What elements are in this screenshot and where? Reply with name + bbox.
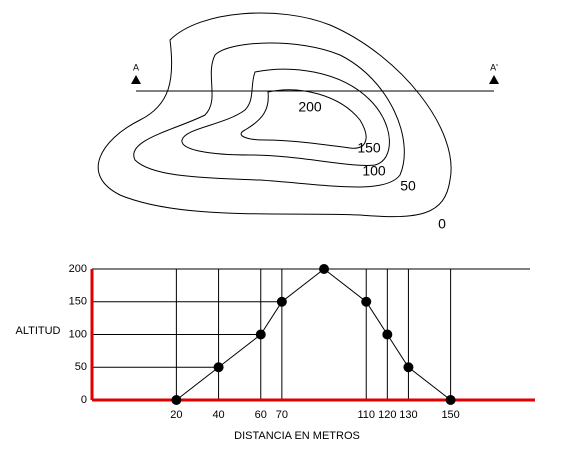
profile-point (255, 329, 266, 340)
y-axis-label: ALTITUD (15, 325, 60, 337)
contour-label: 100 (362, 163, 386, 179)
profile-point (171, 395, 182, 405)
profile-point (276, 296, 287, 307)
y-tick-label: 50 (75, 361, 87, 373)
section-start-label: A (133, 62, 139, 72)
x-tick-label: 120 (378, 409, 396, 421)
x-tick-label: 60 (255, 409, 267, 421)
x-tick-label: 150 (441, 409, 459, 421)
section-end-label: A' (490, 62, 498, 72)
contour-0 (97, 12, 452, 218)
y-tick-label: 0 (81, 394, 87, 406)
x-tick-label: 70 (276, 409, 288, 421)
y-tick-label: 100 (69, 328, 87, 340)
contour-label: 50 (400, 178, 416, 194)
profile-point (382, 329, 393, 340)
profile-point (361, 296, 372, 307)
x-tick-label: 130 (399, 409, 417, 421)
contour-map: A A' 200 150 100 50 0 (97, 12, 499, 232)
section-marker (131, 75, 141, 84)
profile-chart: ALTITUD DISTANCIA EN METROS 0 50 100 150 200… (15, 263, 535, 442)
profile-point (445, 395, 456, 405)
contour-label: 150 (357, 140, 381, 156)
x-tick-label: 40 (212, 409, 224, 421)
contour-label: 0 (438, 216, 446, 232)
profile-point (403, 362, 414, 373)
profile-point (319, 264, 330, 274)
contour-100 (181, 68, 390, 166)
contour-50 (133, 42, 405, 188)
y-tick-label: 200 (69, 263, 87, 275)
x-axis-label: DISTANCIA EN METROS (234, 430, 360, 442)
x-tick-label: 110 (357, 409, 375, 421)
profile-point (213, 362, 224, 373)
contour-150 (240, 89, 367, 149)
y-tick-label: 150 (69, 296, 87, 308)
x-tick-label: 20 (170, 409, 182, 421)
contour-label: 200 (298, 99, 322, 115)
section-marker (489, 75, 499, 84)
